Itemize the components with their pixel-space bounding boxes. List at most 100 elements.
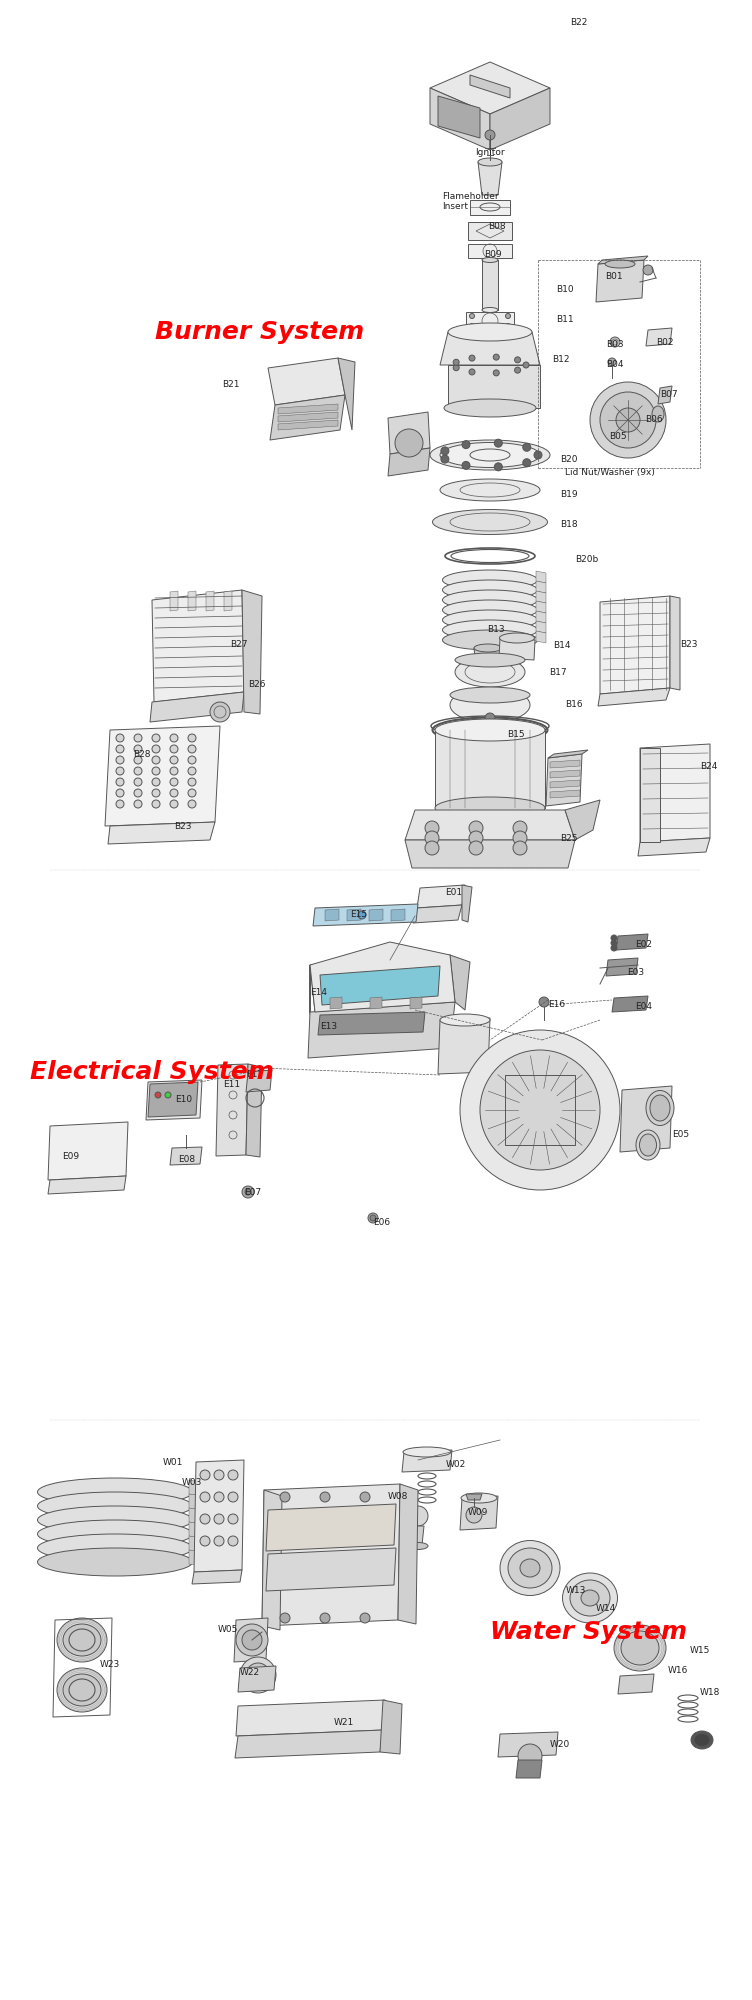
Circle shape [280, 1492, 290, 1502]
Text: W15: W15 [690, 1646, 711, 1656]
Polygon shape [410, 1526, 424, 1544]
Text: B13: B13 [487, 624, 505, 634]
Polygon shape [616, 934, 648, 950]
Circle shape [523, 458, 531, 466]
Polygon shape [206, 592, 214, 612]
Text: B23: B23 [680, 640, 698, 648]
Polygon shape [658, 386, 672, 404]
Polygon shape [466, 1494, 482, 1500]
Polygon shape [320, 966, 440, 1004]
Ellipse shape [430, 440, 550, 470]
Polygon shape [550, 760, 580, 768]
Polygon shape [536, 580, 546, 592]
Polygon shape [234, 1618, 268, 1662]
Circle shape [188, 800, 196, 808]
Circle shape [246, 1664, 270, 1688]
Polygon shape [270, 396, 345, 440]
Circle shape [170, 756, 178, 764]
Ellipse shape [478, 158, 502, 166]
Text: B21: B21 [222, 380, 239, 388]
Polygon shape [347, 908, 361, 920]
Polygon shape [468, 244, 512, 258]
Ellipse shape [508, 1548, 552, 1588]
Circle shape [188, 744, 196, 752]
Ellipse shape [442, 610, 538, 630]
Circle shape [535, 730, 544, 740]
Circle shape [188, 734, 196, 742]
Circle shape [200, 1536, 210, 1546]
Polygon shape [640, 744, 710, 842]
Circle shape [152, 788, 160, 796]
Polygon shape [262, 1484, 400, 1626]
Polygon shape [405, 810, 575, 840]
Ellipse shape [500, 1540, 560, 1596]
Ellipse shape [455, 656, 525, 688]
Text: W22: W22 [240, 1668, 260, 1676]
Circle shape [116, 744, 124, 752]
Text: Ignitor: Ignitor [475, 148, 505, 158]
Text: W03: W03 [182, 1478, 202, 1488]
Polygon shape [268, 358, 345, 404]
Polygon shape [474, 648, 502, 664]
Polygon shape [325, 908, 339, 920]
Circle shape [460, 1030, 620, 1190]
Polygon shape [646, 328, 672, 346]
Circle shape [152, 778, 160, 786]
Polygon shape [498, 1732, 558, 1758]
Text: B23: B23 [174, 822, 192, 832]
Polygon shape [278, 412, 338, 422]
Ellipse shape [691, 1730, 713, 1748]
Circle shape [116, 788, 124, 796]
Text: W21: W21 [334, 1718, 354, 1726]
Polygon shape [318, 1012, 425, 1036]
Text: E07: E07 [244, 1188, 261, 1196]
Polygon shape [536, 600, 546, 612]
Polygon shape [499, 638, 535, 660]
Ellipse shape [440, 442, 540, 468]
Polygon shape [105, 726, 220, 826]
Text: W14: W14 [596, 1604, 616, 1612]
Text: E12: E12 [246, 1070, 263, 1080]
Polygon shape [565, 800, 600, 840]
Text: W02: W02 [446, 1460, 466, 1468]
Ellipse shape [520, 1560, 540, 1576]
Circle shape [170, 778, 178, 786]
Text: E14: E14 [310, 988, 327, 996]
Circle shape [228, 1470, 238, 1480]
Polygon shape [148, 1082, 198, 1116]
Circle shape [152, 800, 160, 808]
Text: B03: B03 [606, 340, 623, 348]
Circle shape [360, 1612, 370, 1624]
Ellipse shape [57, 1618, 107, 1662]
Text: B04: B04 [606, 360, 623, 368]
Circle shape [469, 324, 475, 328]
Text: E04: E04 [635, 1002, 652, 1012]
Circle shape [441, 446, 449, 454]
Ellipse shape [435, 796, 545, 820]
Polygon shape [48, 1122, 128, 1180]
Polygon shape [48, 1176, 126, 1194]
Polygon shape [640, 748, 660, 842]
Circle shape [480, 1050, 600, 1170]
Polygon shape [550, 770, 580, 778]
Circle shape [152, 734, 160, 742]
Circle shape [152, 766, 160, 774]
Circle shape [240, 1656, 276, 1692]
Text: E02: E02 [635, 940, 652, 950]
Text: Lid Nut/Washer (9x): Lid Nut/Washer (9x) [565, 468, 655, 476]
Circle shape [214, 1492, 224, 1502]
Circle shape [214, 1536, 224, 1546]
Text: E03: E03 [627, 968, 644, 976]
Text: B15: B15 [507, 730, 525, 738]
Circle shape [170, 788, 178, 796]
Ellipse shape [408, 1542, 428, 1550]
Text: B08: B08 [488, 222, 505, 230]
Polygon shape [460, 1496, 498, 1530]
Ellipse shape [621, 1632, 659, 1664]
Text: E06: E06 [373, 1218, 390, 1226]
Polygon shape [189, 1536, 205, 1552]
Text: B10: B10 [556, 284, 574, 294]
Circle shape [134, 756, 142, 764]
Text: W01: W01 [163, 1458, 183, 1468]
Polygon shape [189, 1494, 205, 1510]
